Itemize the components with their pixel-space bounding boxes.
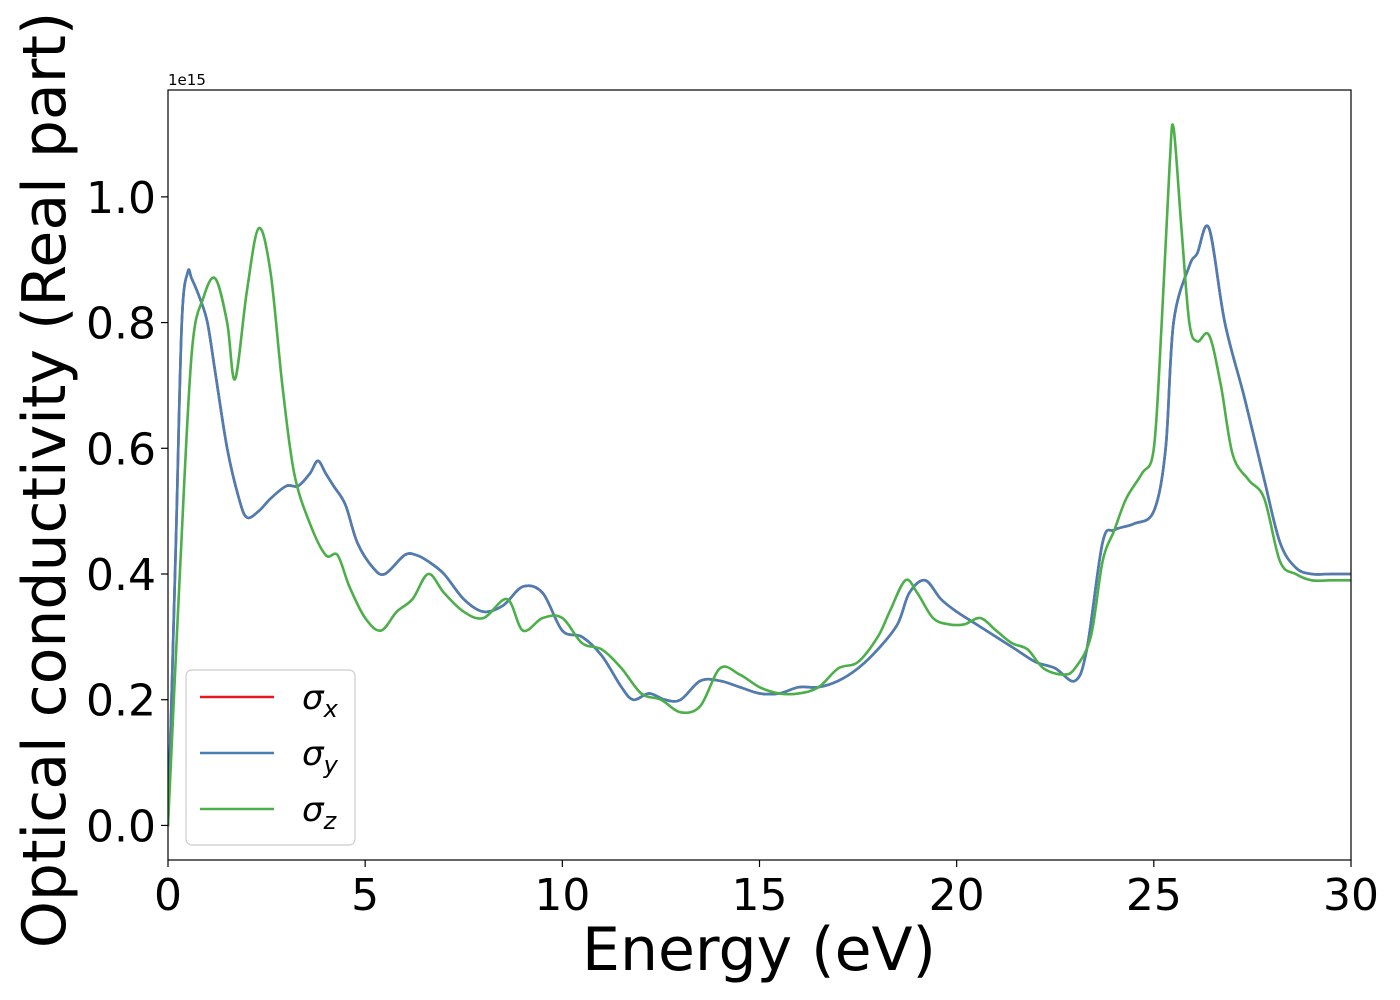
y-offset-text: 1e15	[168, 71, 206, 89]
x-tick-label: 25	[1126, 870, 1182, 921]
legend-entries: σx σy σz	[200, 678, 339, 835]
y-tick-label: 0.0	[86, 801, 156, 852]
x-tick-label: 20	[929, 870, 985, 921]
x-tick-label: 0	[154, 870, 182, 921]
x-tick-label: 10	[534, 870, 590, 921]
y-tick-label: 0.4	[86, 550, 156, 601]
ticks-layer: 0 5 10 15 20 25 30 0.0 0.2 0.4 0.6 0.8 1.0	[86, 173, 1379, 921]
y-axis-label: Optical conductivity (Real part)	[10, 12, 80, 949]
x-axis-label: Energy (eV)	[582, 915, 936, 985]
series-line-z	[168, 123, 1351, 827]
y-tick-label: 0.2	[86, 676, 156, 727]
legend-label-z: σz	[302, 790, 338, 835]
series-layer	[168, 123, 1351, 827]
y-tick-label: 1.0	[86, 173, 156, 224]
x-tick-label: 5	[351, 870, 379, 921]
legend-box	[185, 669, 356, 846]
legend-label-y: σy	[302, 734, 339, 779]
legend: σx σy σz	[185, 669, 356, 846]
y-tick-label: 0.8	[86, 299, 156, 350]
legend-label-x: σx	[302, 678, 339, 723]
series-line-y	[168, 224, 1351, 827]
x-tick-label: 15	[732, 870, 788, 921]
y-tick-label: 0.6	[86, 424, 156, 475]
x-tick-label: 30	[1323, 870, 1379, 921]
